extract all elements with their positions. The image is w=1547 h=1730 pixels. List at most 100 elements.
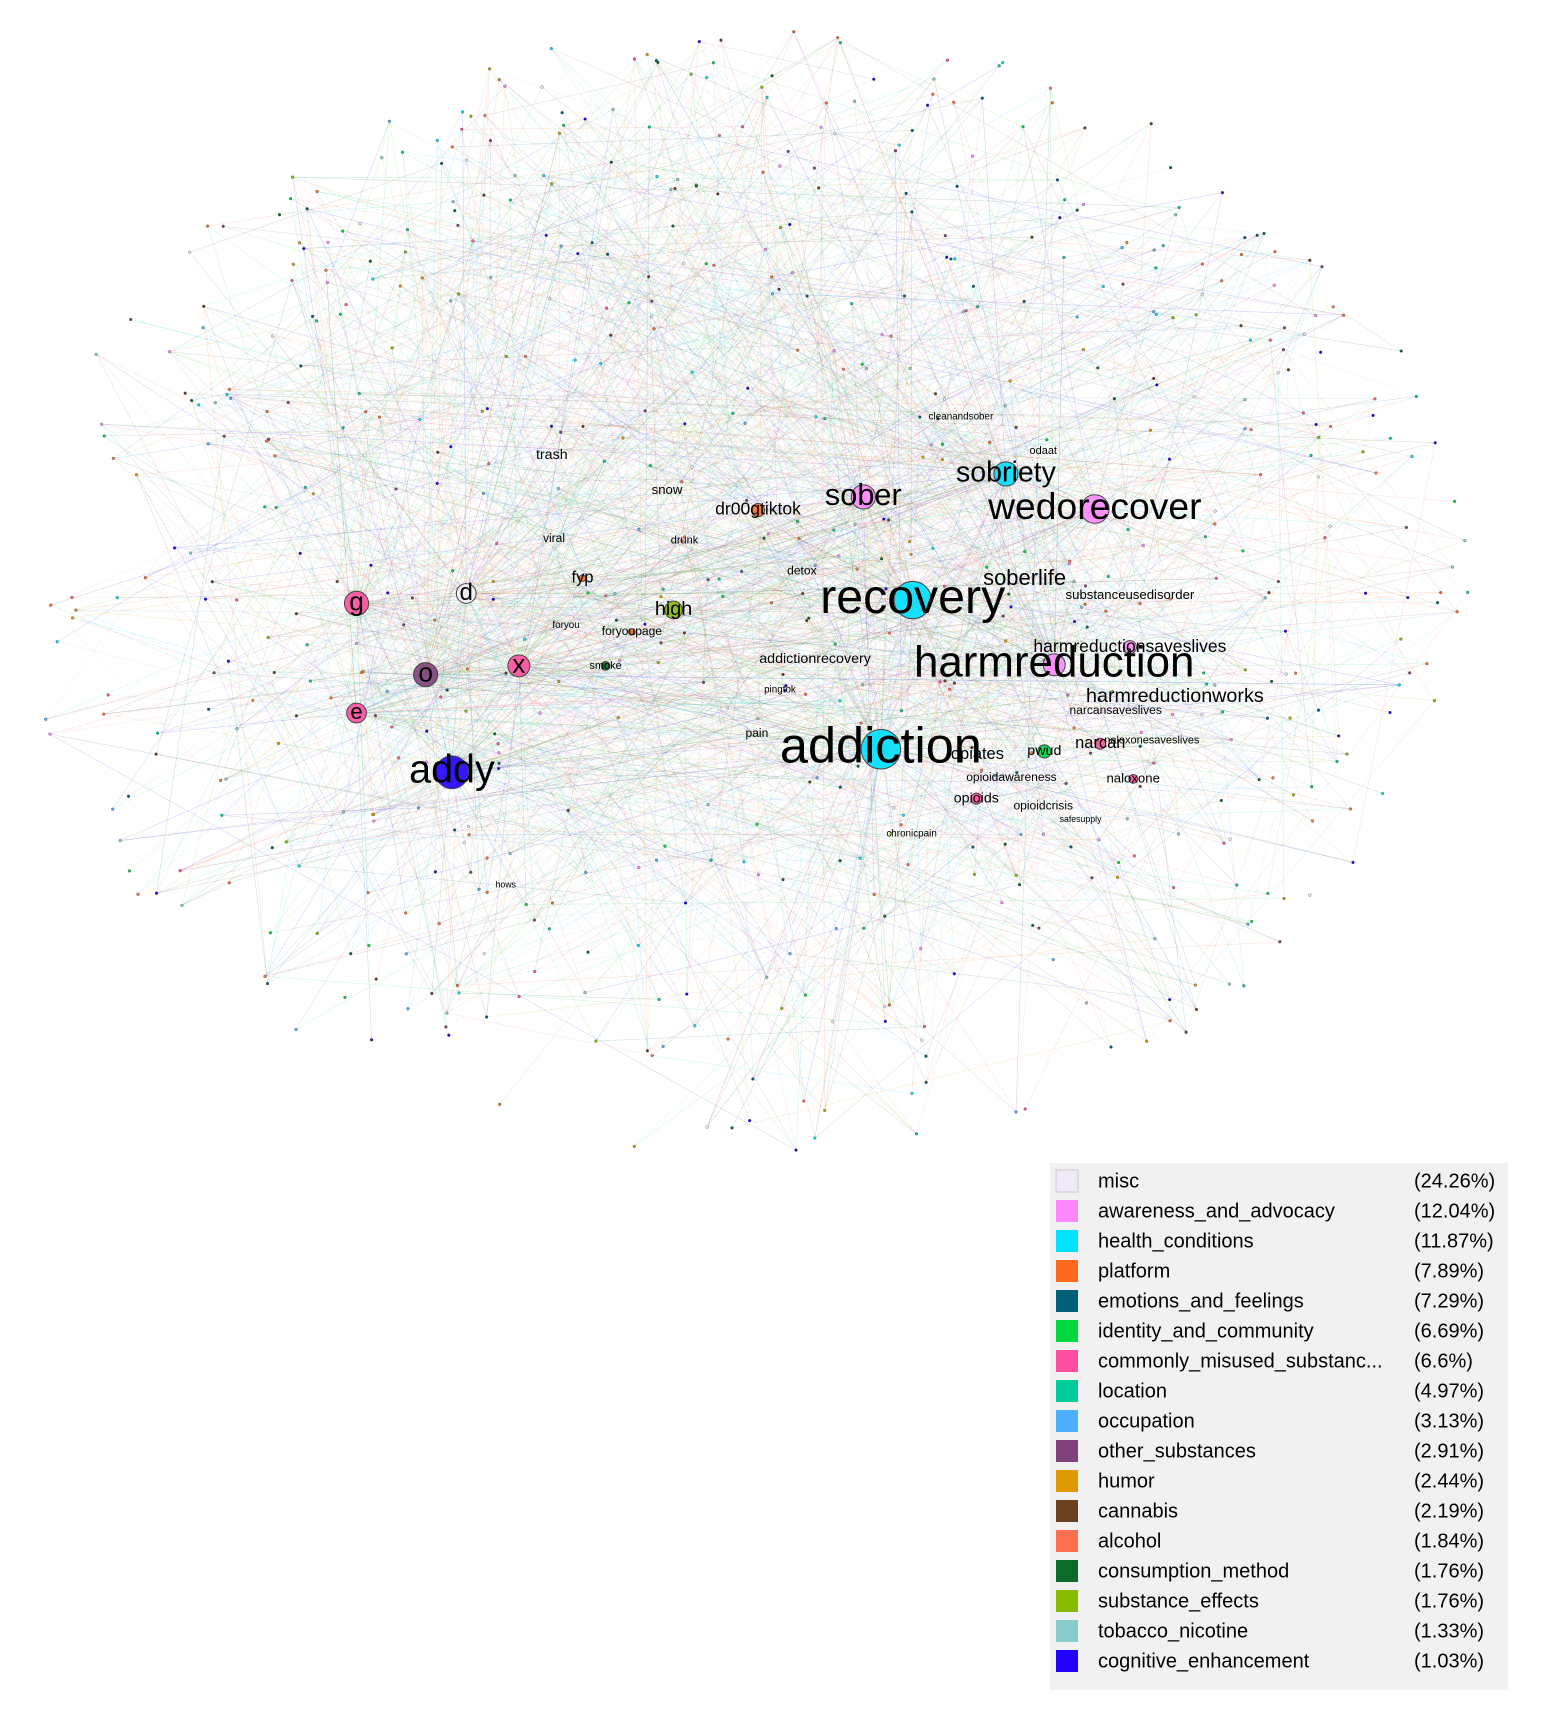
minor-node <box>358 221 362 226</box>
edge <box>451 536 685 773</box>
minor-node <box>1243 427 1247 431</box>
edge <box>431 316 1078 994</box>
minor-node <box>766 532 771 536</box>
edge <box>137 593 467 895</box>
minor-node <box>1192 395 1196 399</box>
edge <box>756 824 1252 922</box>
minor-node <box>1314 422 1318 427</box>
edge <box>493 127 1086 600</box>
minor-node <box>453 828 457 832</box>
minor-node <box>390 725 394 729</box>
edge <box>558 488 1339 737</box>
edge <box>451 592 1270 773</box>
minor-node <box>118 839 122 843</box>
minor-node <box>1243 236 1247 240</box>
minor-node <box>1174 213 1178 217</box>
edge <box>169 351 1100 701</box>
edge <box>851 303 913 601</box>
edge <box>1090 429 1252 754</box>
minor-node <box>823 417 827 421</box>
edge <box>75 609 569 811</box>
edge <box>50 604 453 773</box>
edge <box>1005 316 1078 475</box>
edge <box>490 140 862 724</box>
edge <box>465 473 1007 712</box>
minor-node <box>1019 832 1023 837</box>
edge <box>732 413 1055 665</box>
edge <box>1085 585 1246 671</box>
edge <box>300 325 1242 367</box>
edge <box>863 384 1157 498</box>
edge <box>660 97 768 643</box>
edge <box>220 251 406 781</box>
edge <box>616 619 1203 716</box>
edge <box>656 60 1197 1010</box>
edge <box>356 42 841 604</box>
minor-node <box>341 229 345 233</box>
edge <box>560 325 1242 433</box>
minor-node <box>1021 125 1025 129</box>
edge <box>757 578 1217 719</box>
minor-node <box>1286 368 1290 372</box>
edge <box>451 717 619 773</box>
node-label: recovery <box>820 570 1006 624</box>
minor-node <box>931 92 935 96</box>
edge <box>837 37 1316 316</box>
edge <box>657 62 924 458</box>
edge <box>518 665 1017 1113</box>
edge <box>356 214 1176 714</box>
minor-node <box>701 680 706 684</box>
edge <box>264 558 882 977</box>
edge <box>863 496 1128 819</box>
edge <box>1094 508 1351 810</box>
edge <box>451 690 785 773</box>
minor-node <box>197 403 201 407</box>
edge <box>402 152 453 773</box>
edge <box>425 610 1106 675</box>
edge <box>356 463 489 714</box>
edge <box>719 135 1055 665</box>
node-label: narcan <box>1075 734 1125 752</box>
edge <box>766 405 1006 978</box>
edge <box>912 123 1152 601</box>
edge <box>45 129 463 720</box>
minor-node <box>1177 205 1181 210</box>
edge <box>741 571 913 601</box>
edge <box>1005 640 1093 878</box>
edge <box>920 664 1055 949</box>
edge <box>851 303 886 1007</box>
minor-node <box>586 950 590 954</box>
edge <box>843 369 882 750</box>
edge <box>169 227 781 352</box>
edge <box>136 474 369 893</box>
edge <box>372 399 1246 815</box>
edge <box>518 162 612 666</box>
minor-node <box>726 1037 730 1041</box>
edge <box>1005 473 1070 564</box>
minor-node <box>1463 539 1467 543</box>
minor-node <box>1450 565 1455 569</box>
minor-node <box>444 1025 448 1029</box>
edge <box>605 429 1151 597</box>
edge <box>498 752 1249 925</box>
minor-node <box>838 41 842 45</box>
edge <box>660 596 1020 885</box>
edge <box>752 508 1096 1080</box>
legend-swatch <box>1055 1169 1079 1193</box>
edge <box>718 327 1285 580</box>
edge <box>208 529 639 710</box>
edge <box>880 749 1351 810</box>
edge <box>498 657 933 769</box>
legend-swatch <box>1056 1620 1078 1642</box>
edge <box>356 672 507 714</box>
minor-node <box>605 306 609 310</box>
edge <box>418 102 1053 809</box>
minor-node <box>805 619 809 623</box>
minor-node <box>371 813 375 817</box>
edge <box>225 451 1364 780</box>
minor-node <box>858 856 862 860</box>
edge <box>296 286 1104 614</box>
minor-node <box>1083 602 1087 606</box>
edge <box>518 314 1344 667</box>
